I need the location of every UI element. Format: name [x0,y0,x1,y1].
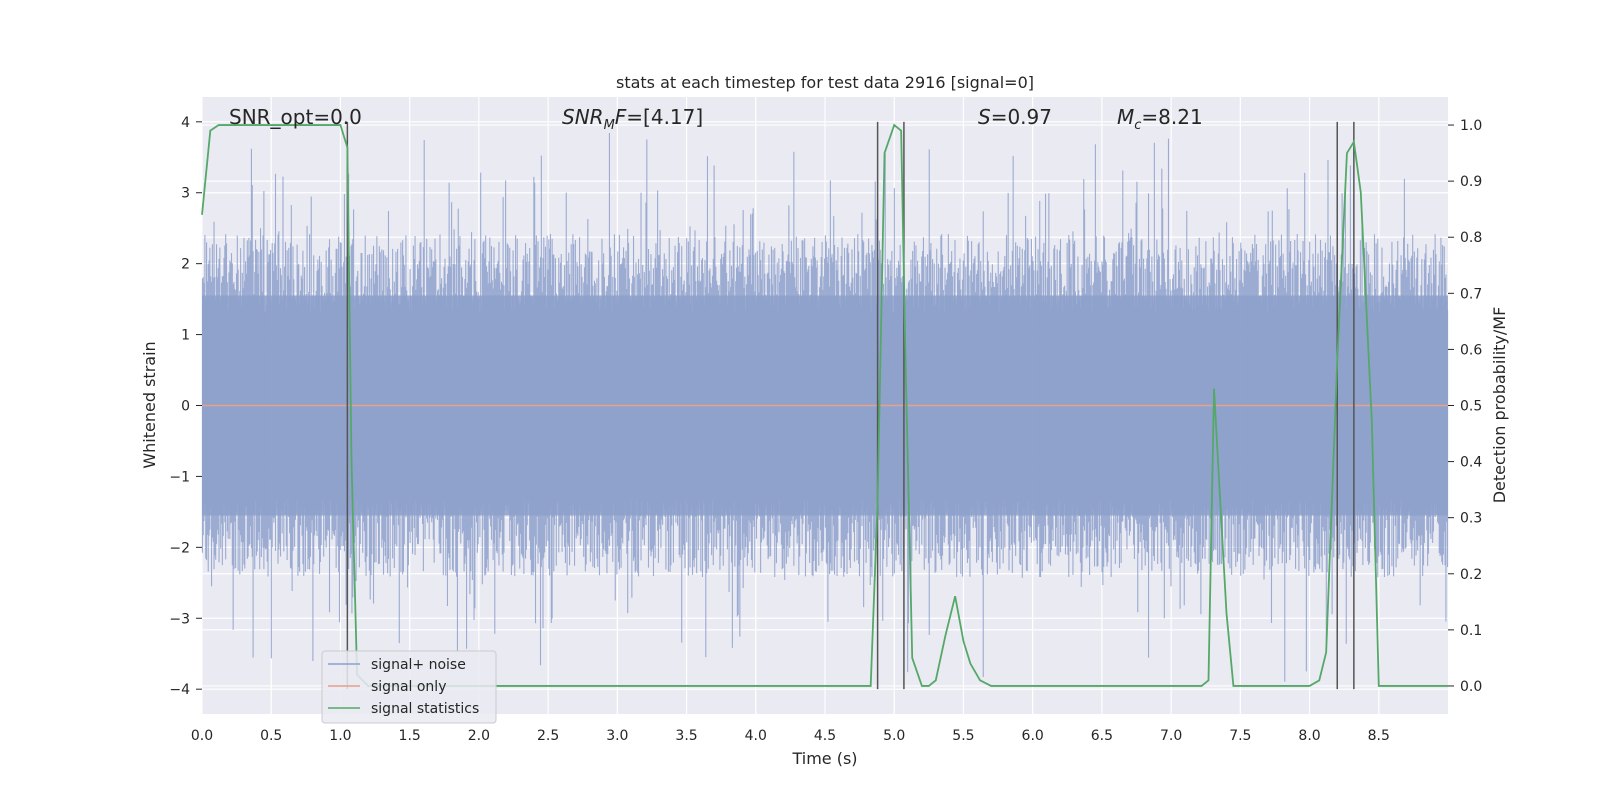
x-tick-label-13: 6.5 [1091,728,1113,744]
y-left-tick-label-8: −4 [169,682,190,698]
annotation-snr-mf: SNRMF=[4.17] [562,105,703,133]
y-left-axis-label: Whitened strain [140,341,159,468]
y-right-tick-label-7: 0.3 [1460,511,1482,527]
y-right-ticks: 1.0 0.9 0.8 0.7 0.6 0.5 0.4 0.3 0.2 0.1 0.0 [1448,118,1482,695]
y-left-tick-label-7: −3 [169,611,190,627]
y-left-tick-label-2: 2 [181,257,190,273]
x-tick-label-2: 1.0 [329,728,351,744]
annotation-snr-mf-sub: M [604,118,615,133]
annotation-snr-opt: SNR_opt=0.0 [229,105,362,129]
y-left-ticks: 4 3 2 1 0 −1 −2 −3 −4 [169,115,202,698]
x-axis-label: Time (s) [791,749,857,768]
x-tick-label-17: 8.5 [1368,728,1390,744]
y-right-tick-label-0: 1.0 [1460,118,1482,134]
x-tick-label-3: 1.5 [399,728,421,744]
annotation-s: S=0.97 [978,105,1052,129]
y-left-tick-label-0: 4 [181,115,190,131]
vertical-markers [346,121,1355,690]
annotation-s-value: =0.97 [991,105,1052,129]
y-left-tick-label-5: −1 [169,469,190,485]
y-right-tick-label-5: 0.5 [1460,399,1482,415]
y-right-tick-label-6: 0.4 [1460,455,1482,471]
chart-title: stats at each timestep for test data 291… [616,73,1034,92]
x-tick-label-4: 2.0 [468,728,490,744]
y-right-tick-label-1: 0.9 [1460,174,1482,190]
annotation-mc: Mc=8.21 [1117,105,1203,133]
x-tick-label-1: 0.5 [260,728,282,744]
legend-label-signal-noise: signal+ noise [371,657,466,673]
x-tick-label-11: 5.5 [952,728,974,744]
y-right-tick-label-10: 0.0 [1460,679,1482,695]
x-tick-label-15: 7.5 [1229,728,1251,744]
y-right-axis-label: Detection probability/MF [1490,307,1509,504]
x-tick-label-12: 6.0 [1022,728,1044,744]
x-tick-label-6: 3.0 [606,728,628,744]
y-right-tick-label-9: 0.1 [1460,623,1482,639]
y-right-tick-label-8: 0.2 [1460,567,1482,583]
x-tick-label-16: 8.0 [1298,728,1320,744]
legend: signal+ noise signal only signal statist… [321,650,497,724]
annotation-mc-prefix: M [1117,105,1134,129]
legend-label-signal-only: signal only [371,679,446,695]
legend-box [321,650,497,724]
annotation-snr-mf-prefix: SNR [562,105,604,129]
legend-label-signal-statistics: signal statistics [371,701,479,717]
x-tick-label-14: 7.0 [1160,728,1182,744]
annotation-mc-value: =8.21 [1141,105,1202,129]
y-left-tick-label-6: −2 [169,540,190,556]
x-ticks: 0.0 0.5 1.0 1.5 2.0 2.5 3.0 3.5 4.0 4.5 5.0 5.5 6.0 6… [191,728,1390,744]
x-tick-label-10: 5.0 [883,728,905,744]
x-tick-label-8: 4.0 [745,728,767,744]
y-right-tick-label-3: 0.7 [1460,286,1482,302]
x-tick-label-5: 2.5 [537,728,559,744]
y-left-tick-label-4: 0 [181,399,190,415]
x-tick-label-0: 0.0 [191,728,213,744]
signal-statistics-line [201,123,1448,687]
y-left-tick-label-1: 3 [181,186,190,202]
y-right-tick-label-4: 0.6 [1460,342,1482,358]
y-left-tick-label-3: 1 [181,328,190,344]
annotation-snr-mf-mid: F= [615,105,643,129]
annotation-mc-sub: c [1134,118,1141,133]
x-tick-label-7: 3.5 [675,728,697,744]
y-right-tick-label-2: 0.8 [1460,230,1482,246]
annotation-snr-mf-value: [4.17] [643,105,703,129]
annotation-s-prefix: S [978,105,991,129]
x-tick-label-9: 4.5 [814,728,836,744]
